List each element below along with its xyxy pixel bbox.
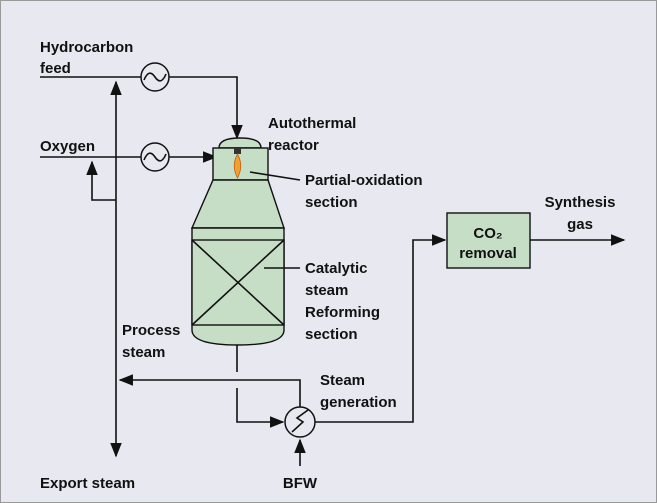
- label: reactor: [268, 137, 319, 154]
- label: section: [305, 194, 358, 211]
- label: CO₂: [473, 225, 502, 242]
- feed-line: [40, 76, 243, 140]
- label: gas: [567, 216, 593, 233]
- label: steam: [305, 282, 348, 299]
- label: BFW: [283, 475, 318, 492]
- label: Reforming: [305, 304, 380, 321]
- label: Catalytic: [305, 260, 368, 277]
- gas-line: [315, 234, 447, 423]
- co2-removal-unit: [446, 212, 531, 269]
- label: Steam: [320, 372, 365, 389]
- steam-generator: [284, 406, 316, 438]
- label: Partial-oxidation: [305, 172, 423, 189]
- steam-branch: [86, 160, 116, 201]
- label: steam: [122, 344, 165, 361]
- label: Oxygen: [40, 138, 95, 155]
- heat-exchanger: [140, 62, 170, 92]
- label: section: [305, 326, 358, 343]
- label: removal: [459, 245, 517, 262]
- reactor: [190, 137, 285, 346]
- label: Synthesis: [545, 194, 616, 211]
- label: Hydrocarbon: [40, 39, 133, 56]
- pointer: [249, 171, 301, 181]
- label: Export steam: [40, 475, 135, 492]
- label: Autothermal: [268, 115, 356, 132]
- heat-exchanger: [140, 142, 170, 172]
- label: generation: [320, 394, 397, 411]
- label: feed: [40, 60, 71, 77]
- label: Process: [122, 322, 180, 339]
- process-steam-line: [118, 374, 301, 407]
- outlet-line: [236, 388, 285, 428]
